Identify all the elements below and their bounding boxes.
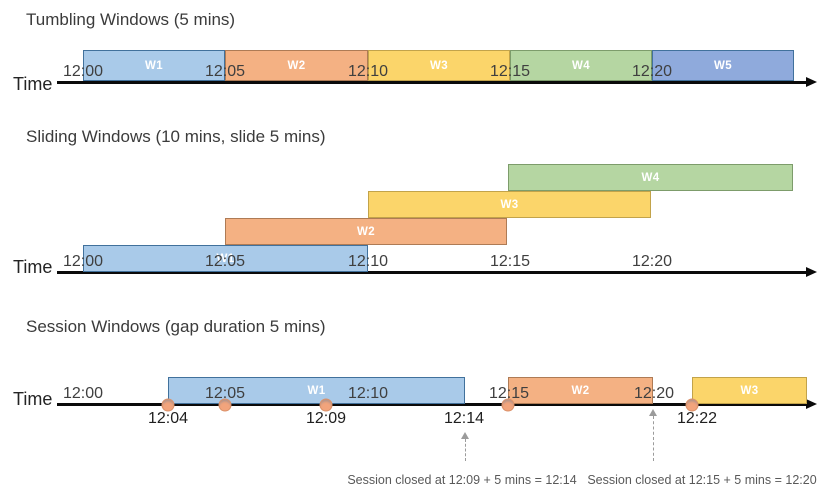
window-bar-sliding-w1: W1	[83, 245, 368, 272]
window-label: W3	[429, 59, 449, 72]
window-label: W4	[641, 171, 660, 184]
timeline-axis	[57, 81, 808, 84]
window-label: W1	[144, 59, 164, 72]
timeline-arrowhead-icon	[806, 77, 817, 87]
window-label: W2	[356, 225, 376, 238]
window-label: W3	[500, 198, 519, 211]
tick-label: 12:15	[489, 63, 531, 80]
callout-arrow	[649, 409, 657, 461]
window-label: W1	[307, 384, 326, 397]
tick-label: 12:00	[62, 253, 104, 270]
window-bar-tumbling-w4: W4	[510, 50, 652, 81]
tick-label: 12:00	[62, 63, 104, 80]
tick-label: 12:05	[204, 253, 246, 270]
section-title-session: Session Windows (gap duration 5 mins)	[26, 317, 326, 336]
timeline-arrowhead-icon	[806, 267, 817, 277]
window-bar-tumbling-w2: W2	[225, 50, 368, 81]
dashed-line	[464, 439, 466, 461]
tick-label: 12:20	[631, 253, 673, 270]
session-close-annotation: Session closed at 12:15 + 5 mins = 12:20	[587, 473, 817, 487]
window-bar-session-w1: W1	[168, 377, 465, 404]
window-bar-tumbling-w5: W5	[652, 50, 794, 81]
window-bar-session-w2: W2	[508, 377, 653, 404]
event-dot	[161, 398, 175, 411]
tick-label: 12:15	[488, 385, 530, 402]
tick-label: 12:05	[204, 63, 246, 80]
arrow-up-icon	[461, 432, 469, 439]
tick-label: 12:20	[633, 385, 675, 402]
window-label: W4	[571, 59, 591, 72]
window-label: W3	[740, 384, 759, 397]
window-label: W2	[287, 59, 306, 72]
time-axis-label: Time	[13, 389, 53, 409]
window-bar-session-w3: W3	[692, 377, 807, 404]
callout-arrow	[461, 432, 469, 461]
time-axis-label: Time	[13, 74, 53, 94]
event-time-label: 12:04	[147, 410, 189, 427]
event-dot	[218, 398, 232, 411]
event-dot	[685, 398, 699, 411]
event-time-label: 12:09	[305, 410, 347, 427]
event-time-label: 12:14	[443, 410, 485, 427]
event-dot	[319, 398, 333, 411]
dashed-line	[652, 416, 654, 461]
window-bar-sliding-w2: W2	[225, 218, 507, 245]
tick-label: 12:10	[347, 385, 389, 402]
window-bar-tumbling-w1: W1	[83, 50, 225, 81]
session-close-annotation: Session closed at 12:09 + 5 mins = 12:14	[347, 473, 577, 487]
tick-label: 12:20	[631, 63, 673, 80]
window-bar-sliding-w4: W4	[508, 164, 793, 191]
tick-label: 12:05	[204, 385, 246, 402]
tick-label: 12:10	[347, 63, 389, 80]
tick-label: 12:15	[489, 253, 531, 270]
window-label: W5	[713, 59, 733, 72]
window-bar-tumbling-w3: W3	[368, 50, 510, 81]
timeline-axis	[57, 271, 808, 274]
window-bar-sliding-w3: W3	[368, 191, 651, 218]
section-title-sliding: Sliding Windows (10 mins, slide 5 mins)	[26, 127, 326, 146]
event-time-label: 12:22	[676, 410, 718, 427]
time-axis-label: Time	[13, 257, 53, 277]
arrow-up-icon	[649, 409, 657, 416]
tick-label: 12:10	[347, 253, 389, 270]
window-label: W1	[216, 252, 235, 265]
section-title-tumbling: Tumbling Windows (5 mins)	[26, 10, 236, 29]
timeline-arrowhead-icon	[806, 399, 817, 409]
event-dot	[501, 398, 515, 411]
window-label: W2	[571, 384, 590, 397]
tick-label: 12:00	[62, 385, 104, 402]
timeline-axis	[57, 403, 808, 406]
